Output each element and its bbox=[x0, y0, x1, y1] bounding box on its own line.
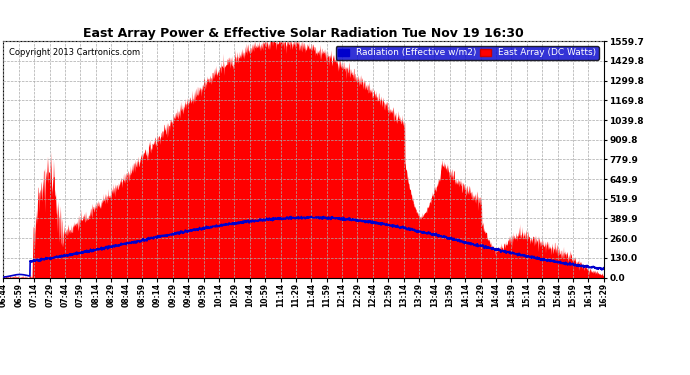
Text: Copyright 2013 Cartronics.com: Copyright 2013 Cartronics.com bbox=[10, 48, 141, 57]
Title: East Array Power & Effective Solar Radiation Tue Nov 19 16:30: East Array Power & Effective Solar Radia… bbox=[83, 27, 524, 40]
Legend: Radiation (Effective w/m2), East Array (DC Watts): Radiation (Effective w/m2), East Array (… bbox=[335, 46, 599, 60]
